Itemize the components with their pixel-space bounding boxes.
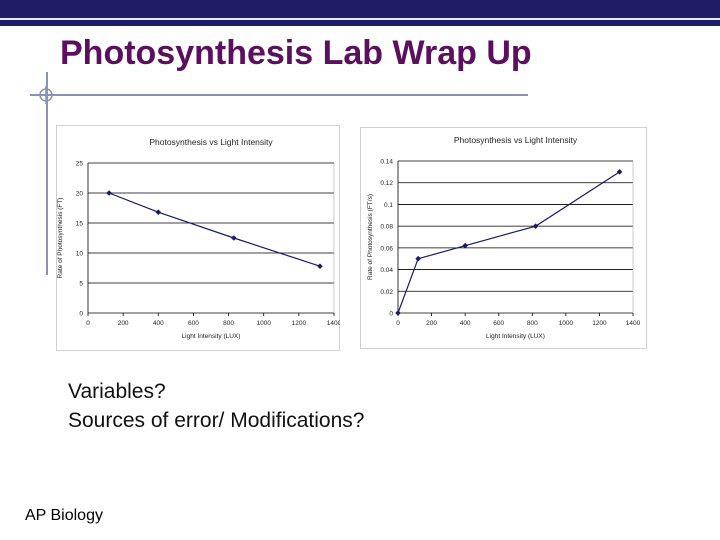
chart1-xtick-label: 400 [153,320,164,327]
bullet-sources-of-error: Sources of error/ Modifications? [68,409,365,432]
chart1-ytick-label: 15 [76,221,84,228]
chart1-data-point [231,235,237,241]
chart2-xtick-label: 400 [460,320,471,327]
chart1-x-axis-label: Light Intensity (LUX) [182,333,241,340]
chart2-xtick-label: 0 [396,320,400,327]
chart2-data-point [395,310,401,316]
chart1-xtick-label: 200 [118,320,129,327]
chart2-ytick-label: 0.04 [380,267,393,274]
chart1-xtick-label: 1200 [292,320,307,327]
chart1-xtick-label: 1000 [256,320,271,327]
chart2-ytick-label: 0.14 [380,159,393,166]
chart1-xtick-label: 600 [188,320,199,327]
footer-label: AP Biology [25,507,103,524]
slide-title: Photosynthesis Lab Wrap Up [60,34,532,72]
chart2-xtick-label: 800 [527,320,538,327]
chart2-x-axis-label: Light Intensity (LUX) [486,333,545,340]
chart2-ytick-label: 0.1 [384,202,393,209]
bullet-list: Variables? Sources of error/ Modificatio… [68,377,364,435]
chart2-data-point [532,223,539,229]
chart1-frame [56,125,340,351]
chart1-ytick-label: 20 [76,191,84,198]
chart1-ytick-label: 10 [76,251,84,258]
chart2-xtick-label: 1000 [559,320,574,327]
chart2-ytick-label: 0.12 [380,180,393,187]
chart2-xtick-label: 1200 [592,320,607,327]
top-banner [0,0,720,26]
chart2-y-axis-label: Rate of Photosynthesis (FT/s) [367,194,374,280]
chart2-ytick-label: 0.06 [380,245,393,252]
chart1-xtick-label: 800 [223,320,234,327]
chart1-xtick-label: 0 [86,320,90,327]
chart1-y-axis-label: Rate of Photosynthesis (FT) [57,198,64,279]
chart2-xtick-label: 600 [493,320,504,327]
chart1-title: Photosynthesis vs Light Intensity [149,137,273,147]
chart2-frame [360,127,647,349]
chart2-ytick-label: 0.08 [380,224,393,231]
chart2-data-point [616,169,623,175]
chart2-xtick-label: 200 [426,320,437,327]
chart1-xtick-label: 1400 [327,320,340,327]
chart2-xtick-label: 1400 [626,320,641,327]
bullet-variables: Variables? [68,380,166,403]
chart1-ytick-label: 25 [76,161,84,168]
title-rule-horizontal [30,94,528,96]
chart2-ytick-label: 0.02 [380,289,393,296]
crosshair-icon [37,86,55,104]
chart1-series-line [108,192,321,267]
title-rule-vertical [46,72,48,275]
chart1-ytick-label: 0 [79,311,83,318]
chart2-title: Photosynthesis vs Light Intensity [454,135,578,145]
chart1-ytick-label: 5 [79,281,83,288]
chart-light-intensity-1: Photosynthesis vs Light Intensity 0 5 10 15 2… [56,125,340,351]
chart2-ytick-label: 0 [389,311,393,318]
chart1-data-point [106,190,112,196]
chart-light-intensity-2: Photosynthesis vs Light Intensity 0 0.02 0.… [360,127,647,349]
chart1-data-point [317,263,323,269]
